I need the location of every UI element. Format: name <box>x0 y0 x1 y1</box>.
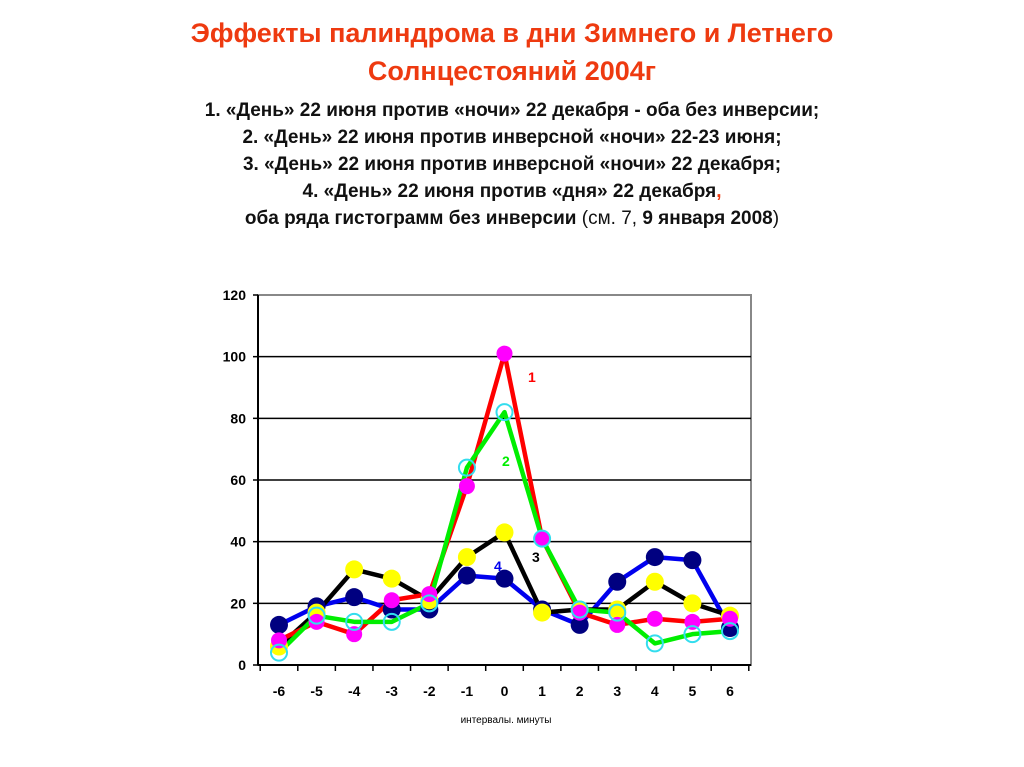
data-point <box>683 551 702 570</box>
data-point <box>684 613 701 630</box>
data-point <box>345 612 364 631</box>
data-point <box>495 403 514 422</box>
data-point <box>533 529 552 548</box>
data-point <box>683 594 702 613</box>
data-point <box>608 603 627 622</box>
data-point <box>495 523 514 542</box>
data-point <box>457 566 476 585</box>
subtitle-line-5: оба ряда гистограмм без инверсии (см. 7,… <box>244 208 780 229</box>
subtitle-line-2: 2. «День» 22 июня против инверсной «ночи… <box>242 127 782 148</box>
data-point <box>382 569 401 588</box>
y-tick-label: 60 <box>230 472 246 488</box>
x-tick-label: 0 <box>501 683 509 699</box>
series-4-markers <box>270 548 739 637</box>
data-point <box>570 600 589 619</box>
data-point <box>457 458 476 477</box>
data-point <box>457 548 476 567</box>
data-point <box>383 592 400 609</box>
y-tick-label: 40 <box>230 534 246 550</box>
x-tick-label: 5 <box>689 683 697 699</box>
data-point <box>609 616 626 633</box>
chart-title: Эффекты палиндрома в дни Зимнего и Летне… <box>0 14 1024 90</box>
x-tick-label: 1 <box>538 683 546 699</box>
x-tick-label: 2 <box>576 683 584 699</box>
series-label-4: 4 <box>494 558 502 574</box>
x-tick-label: -6 <box>273 683 286 699</box>
data-point <box>496 345 513 362</box>
data-point <box>270 615 288 634</box>
data-point <box>382 612 401 631</box>
data-point <box>645 634 664 653</box>
subtitle-line-1: 1. «День» 22 июня против «ночи» 22 декаб… <box>204 100 820 121</box>
x-tick-label: 3 <box>613 683 621 699</box>
series-label-3: 3 <box>532 549 540 565</box>
series-label-1: 1 <box>528 369 536 385</box>
x-tick-label: -4 <box>348 683 361 699</box>
title-line-1: Эффекты палиндрома в дни Зимнего и Летне… <box>190 18 834 48</box>
data-point <box>420 594 439 613</box>
data-point <box>308 613 325 630</box>
data-point <box>345 560 364 579</box>
data-point <box>722 610 738 627</box>
data-point <box>646 610 663 627</box>
series-2-markers <box>270 403 739 662</box>
data-point <box>645 548 664 567</box>
x-tick-label: 6 <box>726 683 734 699</box>
data-point <box>534 530 551 547</box>
y-tick-label: 0 <box>238 657 246 673</box>
y-tick-label: 20 <box>230 595 246 611</box>
x-tick-label: -5 <box>310 683 323 699</box>
data-point <box>270 643 288 662</box>
data-point <box>458 478 475 495</box>
x-tick-label: 4 <box>651 683 659 699</box>
data-point <box>721 622 739 641</box>
chart-subtitle: 1. «День» 22 июня против «ночи» 22 декаб… <box>0 97 1024 232</box>
data-point <box>346 626 363 643</box>
x-tick-label: -1 <box>461 683 474 699</box>
x-tick-label: -2 <box>423 683 436 699</box>
x-tick-label: -3 <box>386 683 399 699</box>
x-axis-label: интервалы. минуты <box>461 715 552 726</box>
data-point <box>345 588 364 607</box>
data-point <box>307 606 326 625</box>
series-2 <box>277 409 731 655</box>
series-group <box>270 345 739 662</box>
data-point <box>271 632 287 649</box>
data-point <box>570 615 589 634</box>
series-labels: 1 2 3 4 <box>494 369 540 574</box>
data-point <box>495 569 514 588</box>
data-point <box>608 572 627 591</box>
y-tick-label: 100 <box>223 349 247 365</box>
data-point <box>533 603 552 622</box>
axes: 0 20 40 60 80 100 120 -6 -5 -4 -3 -2 -1 0 1 2 3 4 5 6 <box>223 287 751 699</box>
subtitle-line-3: 3. «День» 22 июня против инверсной «ночи… <box>242 154 782 175</box>
y-tick-label: 80 <box>230 410 246 426</box>
series-label-2: 2 <box>502 453 510 469</box>
title-line-2: Солнцестояний 2004г <box>367 56 657 86</box>
y-tick-label: 120 <box>223 287 247 303</box>
subtitle-line-4: 4. «День» 22 июня против «дня» 22 декабр… <box>302 181 722 202</box>
data-point <box>421 586 438 603</box>
data-point <box>645 572 664 591</box>
data-point <box>683 625 702 644</box>
series-line <box>277 409 731 655</box>
